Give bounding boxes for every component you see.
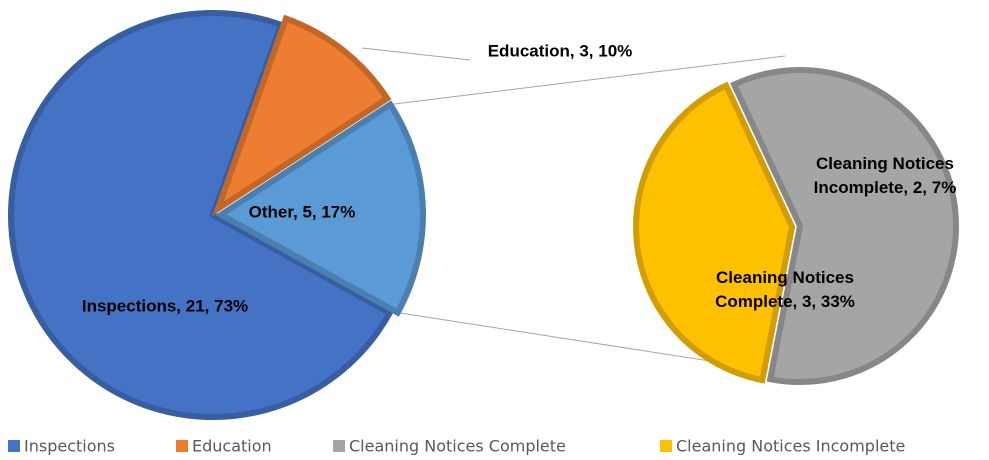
legend-swatch bbox=[333, 440, 345, 452]
pie-slice bbox=[8, 10, 394, 420]
data-label: Cleaning Notices Complete, 3, 33% bbox=[715, 268, 855, 311]
legend-label: Cleaning Notices Complete bbox=[349, 437, 566, 456]
legend-swatch bbox=[8, 440, 20, 452]
legend-label: Inspections bbox=[24, 437, 115, 456]
pie-slice bbox=[212, 14, 392, 217]
legend-swatch bbox=[176, 440, 188, 452]
pie-slice bbox=[730, 67, 959, 385]
data-label: Education, 3, 10% bbox=[488, 41, 633, 60]
legend-label: Education bbox=[192, 437, 272, 456]
legend-label: Cleaning Notices Incomplete bbox=[676, 437, 905, 456]
data-label: Other, 5, 17% bbox=[249, 202, 356, 221]
legend-swatch bbox=[660, 440, 672, 452]
leader-line bbox=[361, 47, 471, 61]
data-label: Cleaning Notices Incomplete, 2, 7% bbox=[814, 154, 957, 197]
pie-slice bbox=[215, 100, 426, 317]
pie-slice bbox=[633, 81, 796, 384]
data-label: Inspections, 21, 73% bbox=[82, 296, 248, 315]
connector-line bbox=[390, 55, 786, 105]
